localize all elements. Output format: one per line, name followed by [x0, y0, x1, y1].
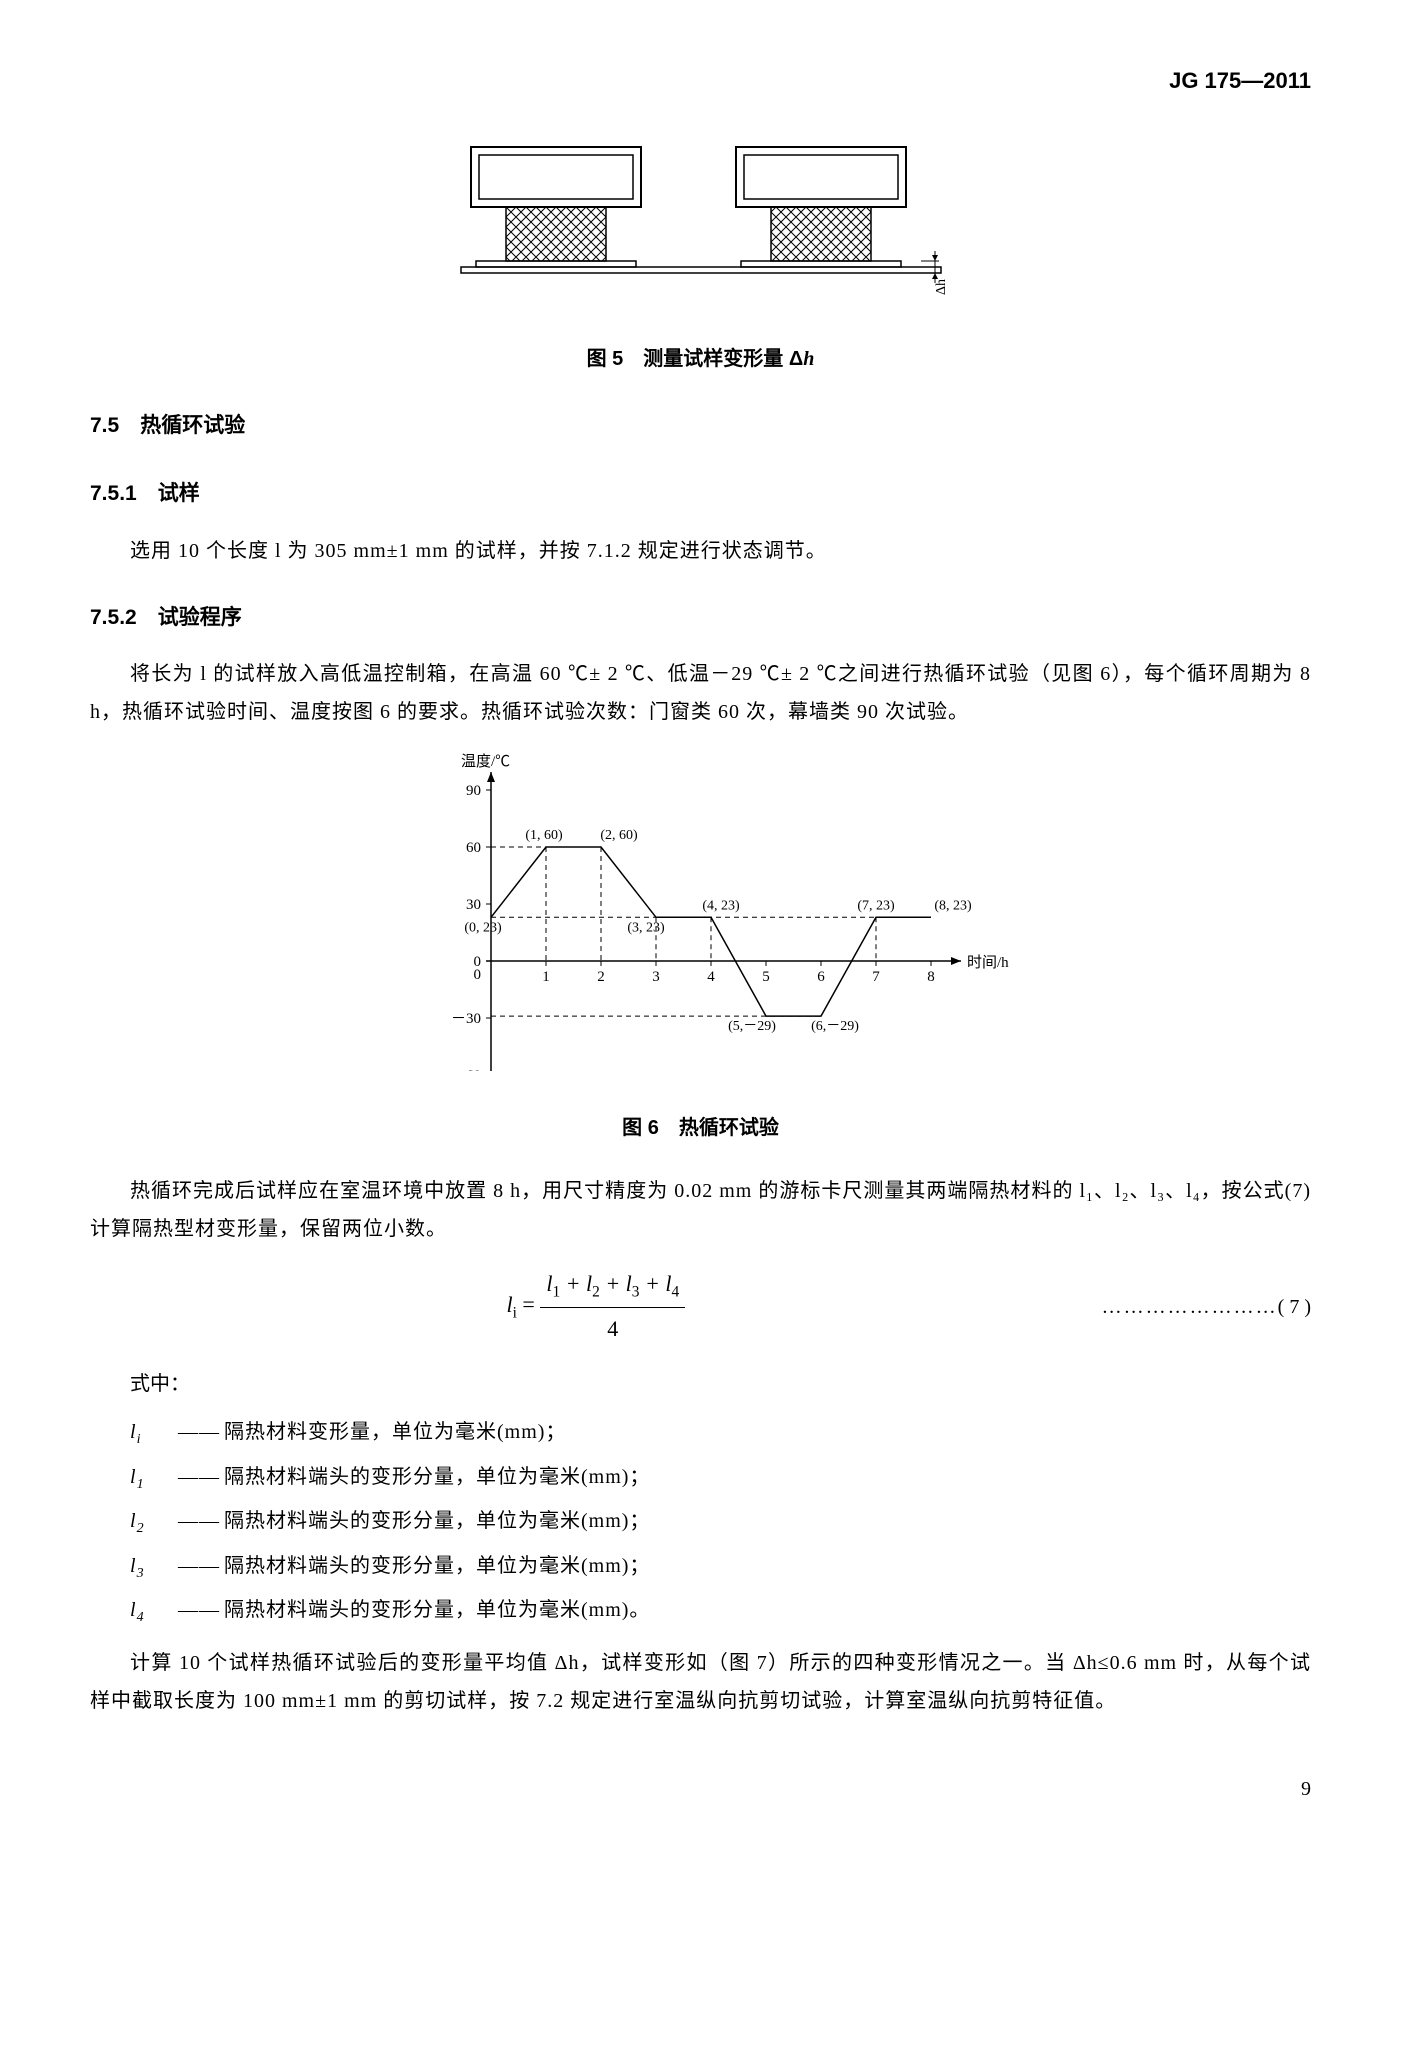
def-dash: ——: [178, 1458, 220, 1499]
section-7-5-1-title: 试样: [158, 482, 200, 505]
svg-text:1: 1: [542, 969, 550, 985]
svg-text:8: 8: [927, 969, 935, 985]
def-dash: ——: [178, 1591, 220, 1632]
formula-7-lhs: li: [507, 1292, 517, 1317]
figure-5-svg: Δh: [421, 132, 981, 302]
formula-7-numerator: l1 + l2 + l3 + l4: [540, 1263, 685, 1308]
def-dash: ——: [178, 1413, 220, 1454]
svg-text:60: 60: [466, 840, 481, 856]
def-row: l3——隔热材料端头的变形分量，单位为毫米(mm)；: [130, 1547, 1311, 1588]
svg-text:(5,－29): (5,－29): [728, 1020, 776, 1035]
svg-text:(2, 60): (2, 60): [600, 828, 638, 843]
standard-code: JG 175—2011: [90, 60, 1311, 102]
formula-7-expr: li = l1 + l2 + l3 + l4 4: [90, 1263, 1102, 1349]
svg-text:4: 4: [707, 969, 715, 985]
svg-text:5: 5: [762, 969, 770, 985]
section-7-5-2-heading: 7.5.2 试验程序: [90, 598, 1311, 638]
formula-7-index: ……………………( 7 ): [1102, 1288, 1311, 1326]
section-7-5-2-title: 试验程序: [158, 606, 242, 629]
section-7-5-1-heading: 7.5.1 试样: [90, 474, 1311, 514]
def-symbol: l3: [130, 1547, 174, 1588]
svg-text:温度/℃: 温度/℃: [461, 753, 510, 770]
section-7-5-2-text: 将长为 l 的试样放入高低温控制箱，在高温 60 ℃± 2 ℃、低温－29 ℃±…: [90, 655, 1311, 731]
svg-text:(1, 60): (1, 60): [525, 828, 563, 843]
svg-text:2: 2: [597, 969, 605, 985]
figure-6: －60－300306090123456780温度/℃时间/h(0, 23)(1,…: [90, 751, 1311, 1084]
svg-text:6: 6: [817, 969, 825, 985]
formula-7: li = l1 + l2 + l3 + l4 4 ……………………( 7 ): [90, 1263, 1311, 1349]
post-fig6-para: 热循环完成后试样应在室温环境中放置 8 h，用尺寸精度为 0.02 mm 的游标…: [90, 1172, 1311, 1248]
figure-6-caption: 图 6 热循环试验: [90, 1109, 1311, 1147]
def-row: l1——隔热材料端头的变形分量，单位为毫米(mm)；: [130, 1458, 1311, 1499]
def-dash: ——: [178, 1502, 220, 1543]
formula-7-fraction: l1 + l2 + l3 + l4 4: [540, 1263, 685, 1349]
svg-text:Δh: Δh: [934, 279, 949, 295]
def-row: l2——隔热材料端头的变形分量，单位为毫米(mm)；: [130, 1502, 1311, 1543]
section-7-5-1-num: 7.5.1: [90, 482, 137, 505]
def-symbol: li: [130, 1413, 174, 1454]
def-text: 隔热材料变形量，单位为毫米(mm)；: [224, 1413, 566, 1454]
section-7-5-heading: 7.5 热循环试验: [90, 406, 1311, 446]
svg-text:90: 90: [466, 783, 481, 799]
svg-text:(6,－29): (6,－29): [811, 1020, 859, 1035]
formula-7-denominator: 4: [540, 1308, 685, 1350]
svg-text:(4, 23): (4, 23): [702, 899, 740, 914]
svg-text:7: 7: [872, 969, 880, 985]
section-7-5-1-text: 选用 10 个长度 l 为 305 mm±1 mm 的试样，并按 7.1.2 规…: [90, 532, 1311, 570]
svg-text:30: 30: [466, 897, 481, 913]
formula-7-number: ( 7 ): [1278, 1296, 1311, 1318]
def-text: 隔热材料端头的变形分量，单位为毫米(mm)；: [224, 1547, 650, 1588]
svg-text:(8, 23): (8, 23): [934, 899, 972, 914]
def-row: li——隔热材料变形量，单位为毫米(mm)；: [130, 1413, 1311, 1454]
svg-text:(7, 23): (7, 23): [857, 899, 895, 914]
def-dash: ——: [178, 1547, 220, 1588]
defs-intro: 式中：: [130, 1365, 1311, 1403]
figure-6-svg: －60－300306090123456780温度/℃时间/h(0, 23)(1,…: [391, 751, 1011, 1071]
formula-7-dots: ……………………: [1102, 1296, 1278, 1318]
svg-text:0: 0: [473, 967, 481, 983]
section-7-5-2-num: 7.5.2: [90, 606, 137, 629]
page-number: 9: [90, 1770, 1311, 1808]
def-row: l4——隔热材料端头的变形分量，单位为毫米(mm)。: [130, 1591, 1311, 1632]
def-text: 隔热材料端头的变形分量，单位为毫米(mm)；: [224, 1502, 650, 1543]
figure-5: Δh: [90, 132, 1311, 315]
section-7-5-title: 热循环试验: [140, 414, 245, 437]
def-symbol: l2: [130, 1502, 174, 1543]
svg-text:－60: －60: [450, 1068, 480, 1071]
def-symbol: l1: [130, 1458, 174, 1499]
def-text: 隔热材料端头的变形分量，单位为毫米(mm)；: [224, 1458, 650, 1499]
svg-text:(3, 23): (3, 23): [627, 921, 665, 936]
defs-list: li——隔热材料变形量，单位为毫米(mm)；l1——隔热材料端头的变形分量，单位…: [130, 1413, 1311, 1632]
figure-5-caption: 图 5 测量试样变形量 Δh: [90, 340, 1311, 378]
def-text: 隔热材料端头的变形分量，单位为毫米(mm)。: [224, 1591, 650, 1632]
final-paragraph: 计算 10 个试样热循环试验后的变形量平均值 Δh，试样变形如（图 7）所示的四…: [90, 1644, 1311, 1720]
svg-text:时间/h: 时间/h: [967, 954, 1009, 971]
figure-5-caption-text: 图 5 测量试样变形量 Δh: [587, 348, 815, 370]
svg-text:(0, 23): (0, 23): [464, 921, 502, 936]
svg-text:－30: －30: [450, 1011, 480, 1027]
svg-text:3: 3: [652, 969, 660, 985]
def-symbol: l4: [130, 1591, 174, 1632]
section-7-5-num: 7.5: [90, 414, 119, 437]
